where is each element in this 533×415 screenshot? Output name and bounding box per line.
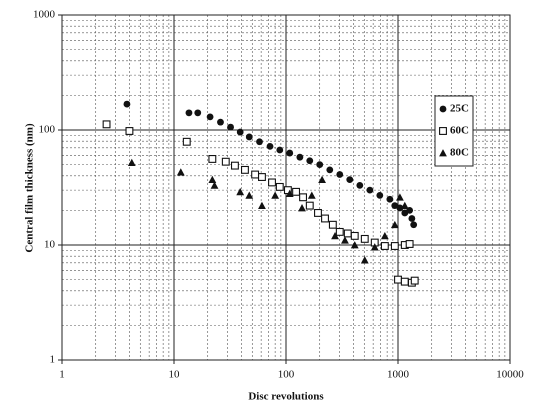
legend-label: 60C [450, 125, 469, 137]
point [316, 161, 324, 169]
point [258, 201, 266, 210]
x-axis-label: Disc revolutions [248, 391, 324, 403]
point [410, 221, 418, 229]
point [408, 215, 416, 222]
point [286, 149, 294, 157]
point [245, 133, 253, 141]
point [396, 204, 404, 212]
y-tick-label: 1000 [33, 9, 56, 21]
point [245, 191, 254, 199]
point [360, 234, 369, 243]
point [314, 208, 322, 217]
y-tick-label: 100 [39, 124, 56, 136]
point [125, 127, 134, 135]
point [380, 242, 389, 250]
point [210, 181, 219, 189]
y-axis-label: Central film thickness (nm) [24, 123, 36, 253]
point [236, 128, 244, 136]
x-tick-label: 10 [169, 369, 181, 381]
point [410, 276, 419, 285]
point [251, 170, 260, 179]
legend-marker [439, 149, 447, 157]
point [350, 231, 359, 240]
point [341, 236, 349, 244]
point [230, 161, 239, 170]
point [360, 256, 369, 264]
point [268, 178, 276, 187]
point [206, 113, 214, 121]
point [194, 109, 202, 117]
point [306, 157, 314, 165]
point [336, 171, 344, 178]
x-tick-label: 1000 [387, 369, 410, 381]
point [208, 155, 217, 163]
point [305, 201, 314, 210]
point [298, 204, 306, 212]
plot-frame [61, 14, 511, 361]
x-tick-label: 10000 [496, 369, 524, 381]
point [391, 202, 399, 210]
x-tick-label: 1 [59, 369, 65, 381]
point [123, 100, 131, 108]
point [346, 176, 354, 184]
point [285, 189, 294, 197]
point [326, 166, 334, 174]
point [335, 227, 344, 236]
point [356, 181, 364, 189]
point [185, 109, 193, 117]
point [292, 187, 301, 196]
legend-marker [439, 127, 447, 135]
point [236, 187, 245, 196]
point [390, 220, 399, 229]
point [182, 137, 191, 146]
point [127, 158, 136, 167]
point [299, 193, 308, 202]
x-tick-label: 100 [278, 369, 295, 381]
point [227, 123, 234, 131]
point [376, 191, 384, 199]
point [331, 231, 339, 240]
point [102, 120, 111, 129]
point [256, 138, 263, 146]
point [275, 182, 284, 191]
point [390, 242, 399, 250]
point [405, 240, 414, 248]
point [217, 118, 224, 126]
point [176, 168, 185, 176]
legend-label: 80C [450, 147, 469, 159]
point [386, 195, 394, 203]
point [221, 157, 230, 166]
point [366, 186, 374, 194]
point [307, 191, 316, 199]
legend-label: 25C [450, 103, 469, 115]
point [240, 165, 249, 174]
legend-marker [439, 105, 447, 113]
y-tick-label: 1 [50, 354, 56, 366]
point [400, 277, 409, 286]
point [266, 143, 274, 150]
point [380, 231, 389, 240]
point [276, 146, 284, 154]
point [400, 201, 409, 210]
point [258, 173, 266, 181]
point [321, 214, 329, 223]
point [271, 191, 280, 199]
point [350, 241, 359, 249]
y-tick-label: 10 [44, 239, 56, 251]
point [343, 229, 352, 238]
legend: 25C 60C 80C [434, 95, 474, 167]
point [318, 175, 326, 184]
point [328, 220, 337, 229]
point [396, 193, 404, 201]
point [208, 175, 217, 184]
point [394, 275, 402, 284]
point [296, 153, 304, 161]
point [370, 243, 379, 251]
